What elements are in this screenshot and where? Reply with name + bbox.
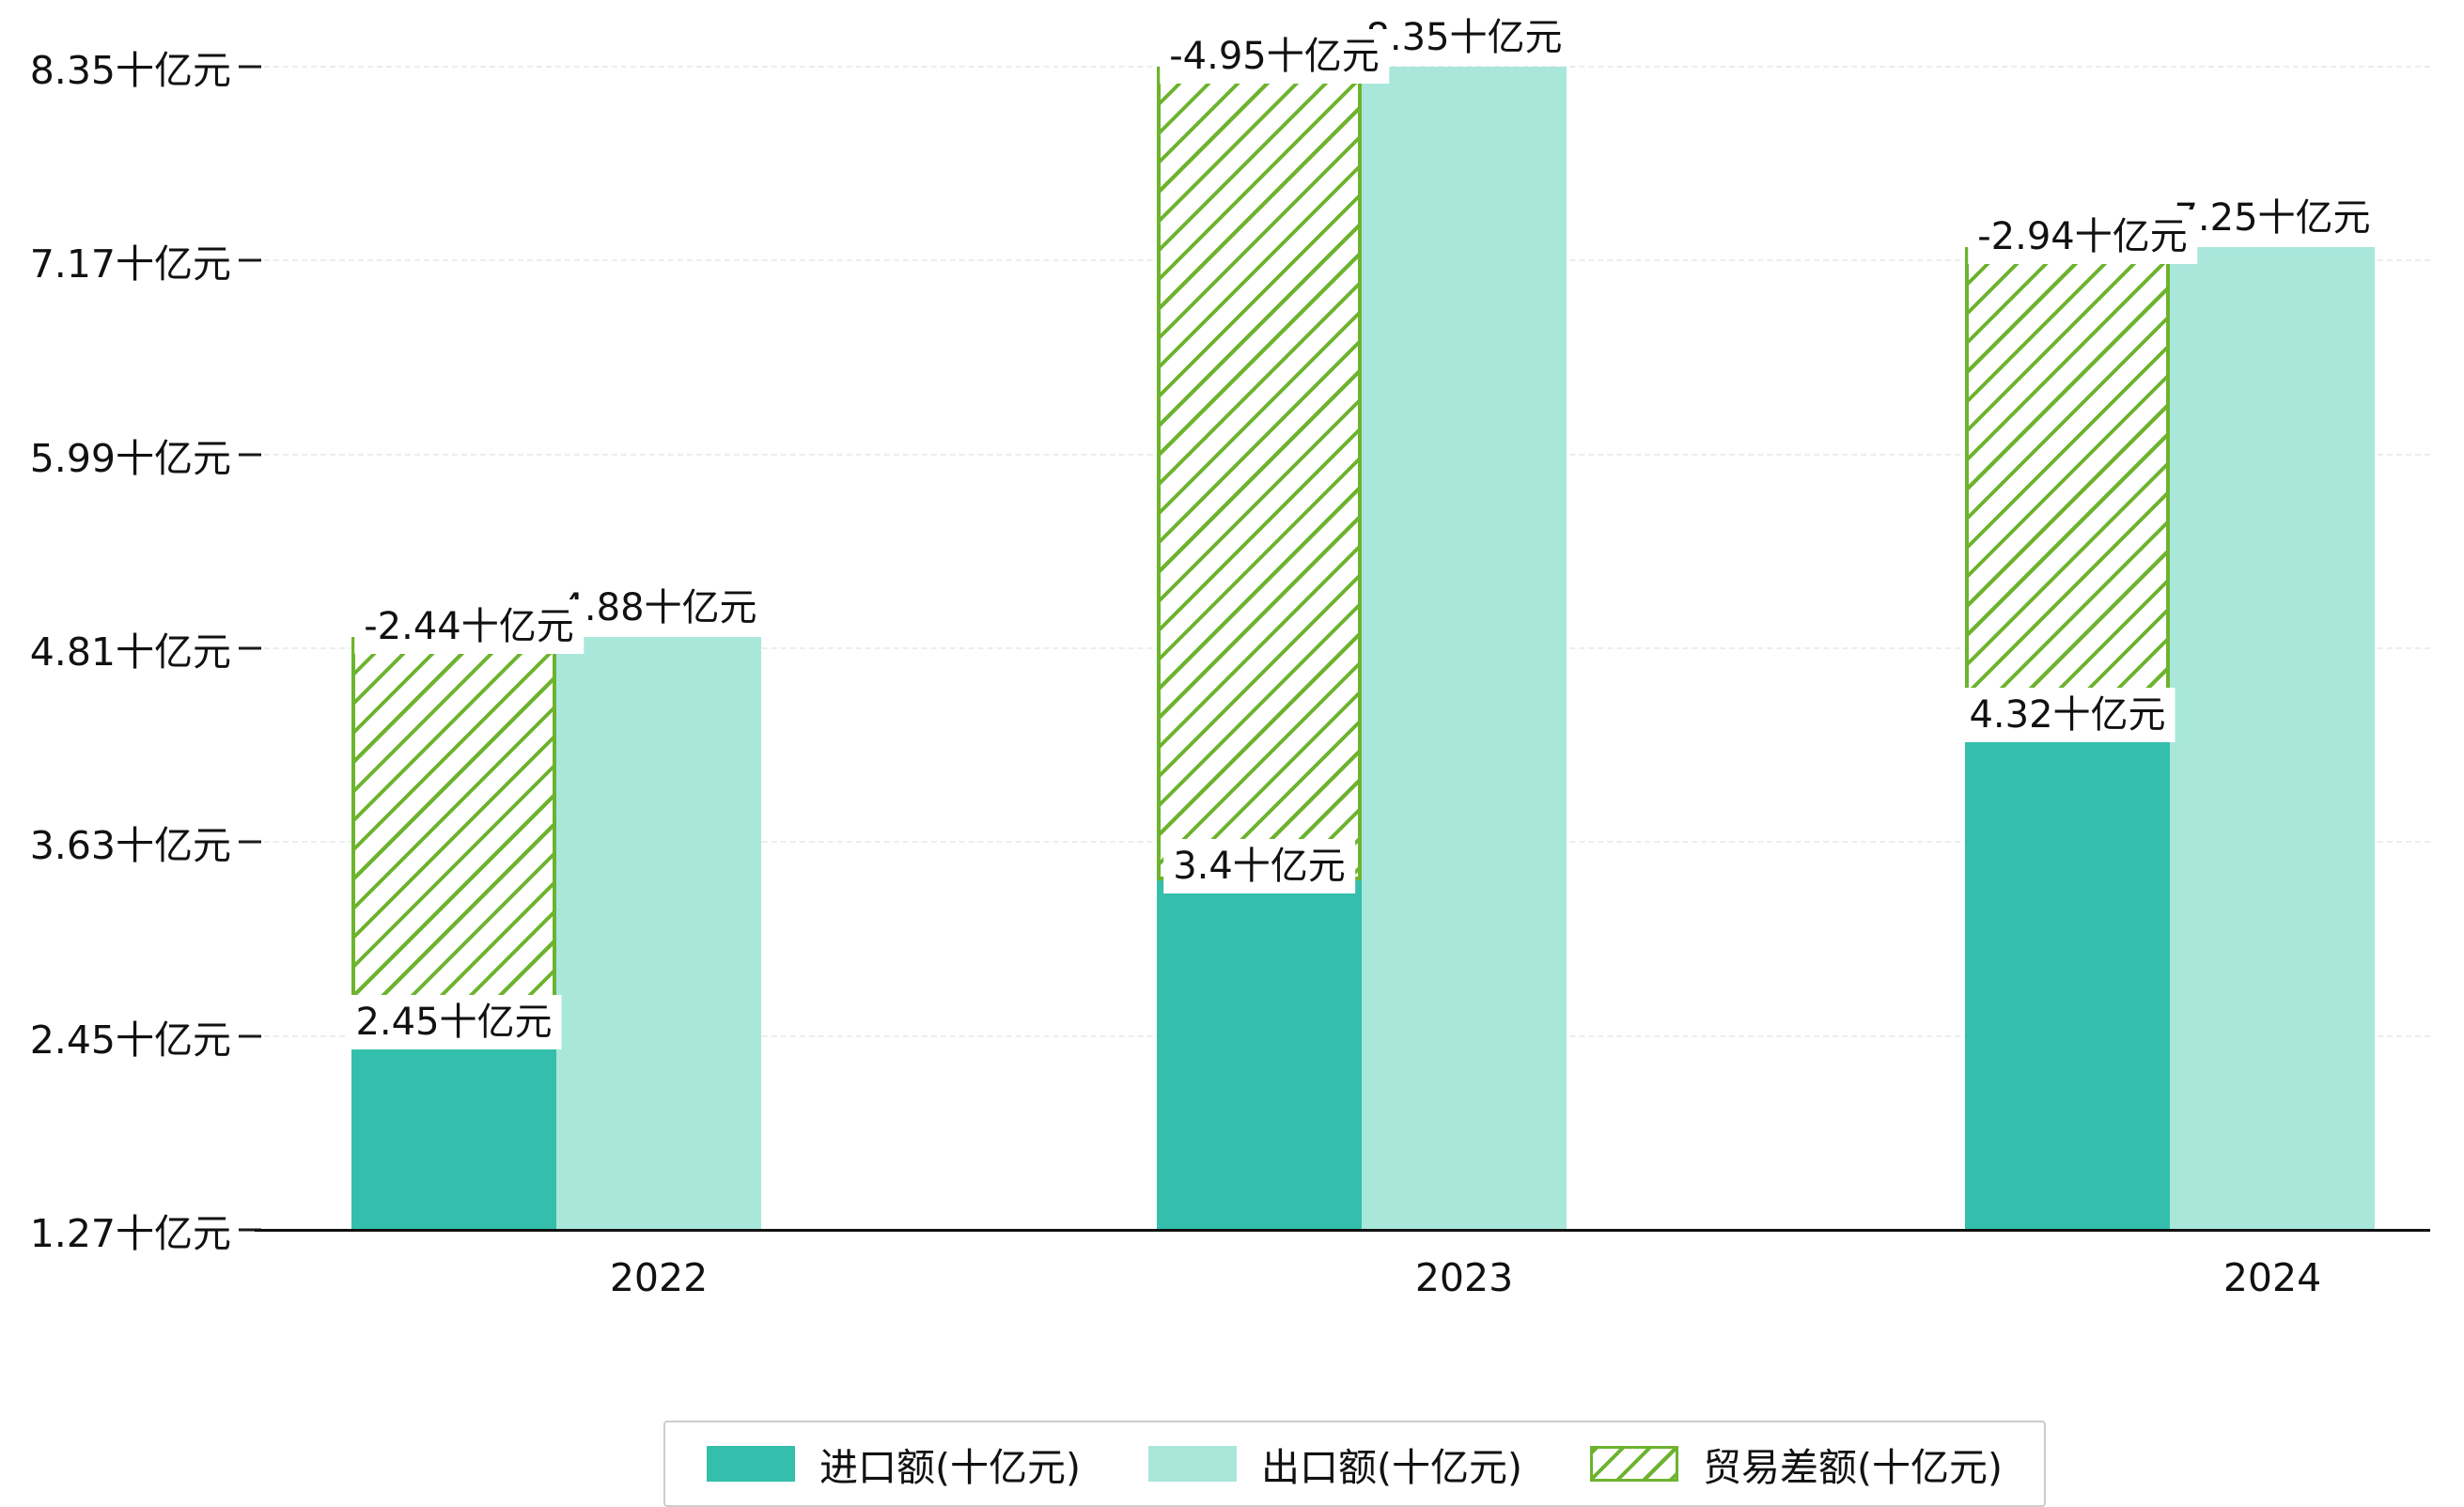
- y-tick-mark: [239, 453, 261, 457]
- legend-item-balance: 贸易差额(十亿元): [1590, 1436, 2003, 1492]
- x-axis-tick-label: 2024: [2222, 1255, 2322, 1300]
- export-value-label: 8.35十亿元: [1356, 10, 1572, 65]
- trade-balance-bar: [1965, 247, 2170, 729]
- y-tick-mark: [239, 1034, 261, 1038]
- export-bar: [2170, 247, 2375, 1230]
- legend-label: 进口额(十亿元): [819, 1445, 1081, 1490]
- y-axis-tick-label: 8.35十亿元: [29, 48, 231, 93]
- y-axis-tick-label: 7.17十亿元: [29, 241, 231, 287]
- y-tick-mark: [239, 840, 261, 844]
- y-axis-tick-label: 4.81十亿元: [29, 629, 231, 675]
- legend-box: 进口额(十亿元) 出口额(十亿元) 贸易差额(十亿元): [663, 1421, 2046, 1507]
- y-axis-tick-label: 5.99十亿元: [29, 436, 231, 481]
- export-value-label: 4.88十亿元: [551, 581, 767, 635]
- import-value-label: 2.45十亿元: [346, 995, 562, 1049]
- y-tick-mark: [239, 258, 261, 262]
- import-value-label: 4.32十亿元: [1959, 688, 2175, 742]
- import-value-label: 3.4十亿元: [1163, 839, 1355, 893]
- y-tick-mark: [239, 65, 261, 69]
- y-axis-tick-label: 2.45十亿元: [29, 1018, 231, 1063]
- x-axis-line: [255, 1229, 2430, 1232]
- legend-item-export: 出口额(十亿元): [1148, 1436, 1522, 1492]
- trade-balance-value-label: -4.95十亿元: [1160, 29, 1389, 84]
- legend-label: 出口额(十亿元): [1261, 1445, 1522, 1490]
- x-axis-tick-label: 2023: [1414, 1255, 1514, 1300]
- legend-swatch-export: [1148, 1446, 1237, 1482]
- trade-balance-bar: [1157, 67, 1362, 880]
- legend-label: 贸易差额(十亿元): [1703, 1445, 2003, 1490]
- legend-swatch-balance: [1590, 1446, 1678, 1482]
- y-axis-tick-label: 1.27十亿元: [29, 1211, 231, 1256]
- legend-item-import: 进口额(十亿元): [707, 1436, 1081, 1492]
- import-bar: [1157, 880, 1362, 1230]
- y-axis-tick-label: 3.63十亿元: [29, 823, 231, 868]
- trade-balance-bar: [351, 637, 556, 1036]
- export-bar: [1362, 67, 1567, 1230]
- y-tick-mark: [239, 646, 261, 650]
- import-bar: [351, 1036, 556, 1230]
- y-tick-mark: [239, 1228, 261, 1232]
- trade-balance-value-label: -2.94十亿元: [1968, 210, 2197, 264]
- export-value-label: 7.25十亿元: [2164, 191, 2380, 245]
- import-bar: [1965, 729, 2170, 1230]
- export-bar: [556, 637, 761, 1230]
- legend-swatch-import: [707, 1446, 795, 1482]
- trade-balance-value-label: -2.44十亿元: [354, 599, 584, 654]
- x-axis-tick-label: 2022: [609, 1255, 709, 1300]
